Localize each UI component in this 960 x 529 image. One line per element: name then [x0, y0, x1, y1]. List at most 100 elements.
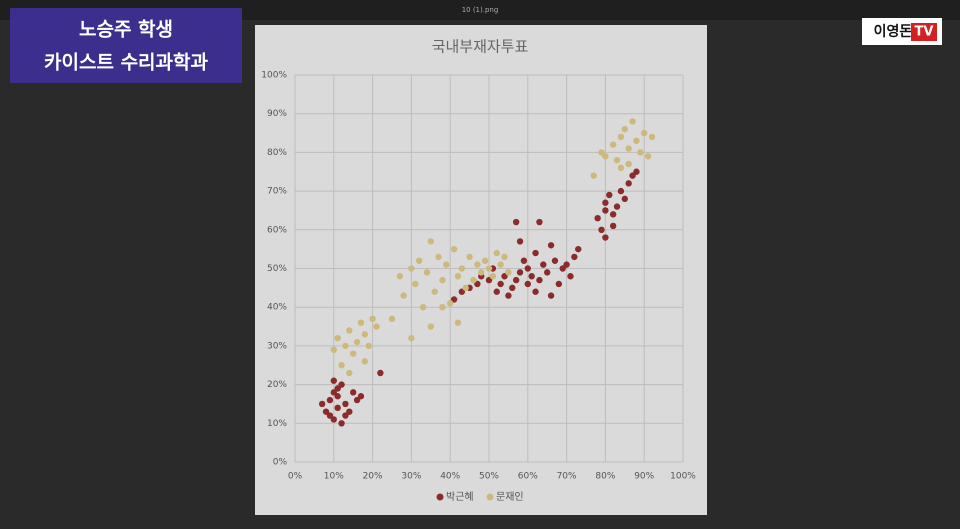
legend-marker	[486, 493, 494, 501]
y-tick-label: 30%	[267, 341, 287, 351]
point	[400, 292, 407, 299]
point	[598, 226, 605, 233]
point	[330, 389, 337, 396]
x-tick-label: 100%	[670, 472, 696, 482]
point	[602, 153, 609, 160]
point	[408, 265, 415, 272]
point	[609, 211, 617, 218]
point	[563, 261, 570, 268]
point	[334, 404, 341, 412]
point	[497, 261, 504, 268]
point	[489, 273, 497, 280]
x-tick-label: 40%	[440, 472, 460, 482]
point	[415, 257, 423, 264]
point	[454, 273, 462, 280]
point	[505, 269, 512, 276]
y-tick-label: 10%	[267, 419, 287, 429]
x-tick-label: 80%	[595, 472, 615, 482]
point	[532, 288, 539, 295]
point	[334, 393, 341, 400]
chart-title: 국내부재자투표	[432, 38, 529, 56]
point	[458, 288, 466, 295]
point	[435, 253, 442, 261]
point	[497, 280, 504, 288]
point	[544, 269, 551, 276]
point	[427, 238, 434, 245]
point	[629, 118, 636, 125]
point	[326, 396, 334, 404]
point	[528, 273, 535, 280]
point	[512, 276, 520, 284]
point	[353, 338, 361, 346]
y-tick-label: 50%	[267, 264, 287, 274]
point	[481, 257, 489, 264]
point	[346, 327, 353, 334]
point	[439, 276, 446, 284]
point	[353, 396, 361, 404]
point	[516, 238, 524, 245]
x-tick-label: 90%	[634, 472, 654, 482]
legend-label: 문재인	[496, 491, 524, 503]
point	[357, 319, 365, 326]
point	[474, 261, 481, 268]
y-tick-label: 70%	[267, 187, 287, 197]
point	[357, 393, 365, 400]
point	[532, 249, 539, 257]
point	[524, 280, 531, 288]
point	[512, 218, 520, 226]
point	[423, 269, 431, 276]
point	[536, 276, 543, 284]
x-tick-label: 50%	[479, 472, 499, 482]
point	[431, 288, 438, 295]
point	[644, 153, 652, 160]
point	[330, 346, 337, 353]
point	[454, 319, 462, 326]
y-tick-label: 0%	[273, 458, 288, 468]
point	[524, 265, 531, 272]
point	[625, 145, 632, 152]
point	[625, 180, 632, 187]
point	[536, 218, 543, 226]
point	[470, 276, 477, 284]
x-tick-label: 0%	[288, 472, 303, 482]
point	[361, 358, 369, 365]
y-tick-label: 90%	[267, 109, 287, 119]
point	[408, 334, 415, 342]
point	[450, 245, 458, 253]
point	[567, 273, 574, 280]
point	[633, 168, 640, 175]
point	[334, 385, 341, 392]
point	[505, 292, 512, 299]
point	[594, 214, 601, 222]
point	[466, 253, 473, 261]
point	[350, 389, 357, 396]
point	[609, 222, 617, 230]
point	[493, 288, 500, 295]
point	[396, 273, 403, 280]
window-title: 10 (1).png	[462, 6, 499, 14]
point	[621, 125, 628, 133]
point	[613, 156, 621, 164]
point	[621, 195, 628, 203]
point	[629, 172, 636, 179]
y-tick-label: 20%	[267, 380, 287, 390]
y-tick-label: 40%	[267, 303, 287, 313]
point	[516, 269, 524, 276]
point	[617, 187, 625, 195]
point	[330, 416, 337, 423]
point	[501, 253, 508, 261]
point	[602, 199, 609, 206]
point	[377, 369, 384, 377]
point	[571, 253, 578, 261]
point	[633, 137, 640, 144]
point	[617, 133, 625, 141]
overlay-line: 카이스트 수리과학과	[44, 52, 208, 74]
point	[318, 400, 326, 408]
overlay-box	[10, 8, 242, 83]
point	[342, 400, 349, 408]
x-tick-label: 20%	[363, 472, 383, 482]
point	[338, 420, 345, 427]
point	[427, 323, 434, 330]
point	[613, 203, 621, 210]
